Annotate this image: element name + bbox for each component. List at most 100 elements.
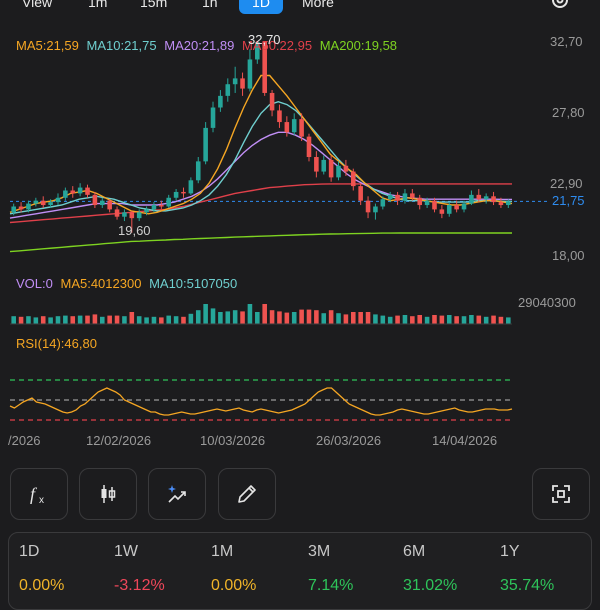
candle-body bbox=[114, 209, 120, 217]
fullscreen-button[interactable] bbox=[532, 468, 590, 520]
fullscreen-icon bbox=[552, 485, 570, 503]
candle-body bbox=[188, 180, 194, 194]
volume-bar bbox=[85, 315, 90, 324]
candle-body bbox=[129, 212, 135, 219]
volume-bar bbox=[417, 315, 423, 324]
candle-body bbox=[417, 197, 423, 206]
price-axis-label: 18,00 bbox=[552, 248, 585, 263]
price-chart[interactable] bbox=[0, 0, 600, 460]
volume-legend: VOL:0 MA5:4012300 MA10:5107050 bbox=[16, 276, 237, 291]
volume-bar bbox=[159, 317, 164, 324]
candle-body bbox=[218, 95, 223, 108]
performance-value: 35.74% bbox=[500, 577, 555, 594]
performance-cell[interactable]: 1Y 35.74% bbox=[494, 533, 591, 609]
draw-button[interactable] bbox=[218, 468, 276, 520]
performance-period: 1M bbox=[211, 543, 234, 560]
volume-bar bbox=[328, 310, 334, 324]
candle-body bbox=[40, 200, 46, 206]
candle-body bbox=[70, 190, 76, 194]
ai-analysis-button[interactable] bbox=[148, 468, 206, 520]
volume-bar bbox=[402, 315, 408, 324]
volume-bar bbox=[432, 315, 437, 324]
candle-body bbox=[469, 194, 474, 204]
ma20-legend: MA20:21,89 bbox=[164, 38, 235, 53]
candle-body bbox=[225, 84, 231, 96]
candle-body bbox=[373, 206, 378, 213]
volume-bar bbox=[114, 315, 120, 324]
volume-bar bbox=[225, 311, 231, 324]
volume-bar bbox=[498, 316, 504, 324]
price-axis-label: 27,80 bbox=[552, 105, 585, 120]
candle-body bbox=[18, 206, 24, 210]
tab-view[interactable]: View bbox=[22, 0, 53, 10]
volume-bar bbox=[218, 312, 223, 324]
candle-body bbox=[446, 205, 452, 214]
volume-bar bbox=[454, 316, 459, 324]
candle-body bbox=[55, 197, 61, 203]
price-axis-label: 22,90 bbox=[550, 176, 583, 191]
candle-body bbox=[277, 110, 282, 123]
candle-body bbox=[402, 193, 408, 201]
tab-15m[interactable]: 15m bbox=[140, 0, 168, 10]
candle-body bbox=[306, 136, 312, 158]
candle-body bbox=[483, 196, 489, 200]
performance-value: 0.00% bbox=[19, 577, 65, 594]
indicators-button[interactable]: f x bbox=[10, 468, 68, 520]
candle-body bbox=[262, 42, 267, 93]
volume-bar bbox=[70, 316, 76, 324]
volume-bar bbox=[506, 317, 511, 324]
candle-body bbox=[395, 194, 400, 201]
volume-bar bbox=[107, 315, 112, 324]
volume-bar bbox=[151, 316, 157, 324]
tab-1m[interactable]: 1m bbox=[88, 0, 108, 10]
performance-cell[interactable]: 3M 7.14% bbox=[300, 533, 397, 609]
ma200-legend: MA200:19,58 bbox=[319, 38, 398, 53]
volume-bar bbox=[195, 310, 201, 324]
ma5-legend: MA5:21,59 bbox=[16, 38, 79, 53]
low-price-label: 19,60 bbox=[118, 223, 151, 238]
volume-bar bbox=[63, 315, 68, 324]
date-label: 12/02/2026 bbox=[86, 433, 152, 448]
vol-ma5-legend: MA5:4012300 bbox=[60, 276, 142, 291]
candle-body bbox=[151, 205, 157, 210]
candle-body bbox=[284, 122, 290, 133]
ma10-legend: MA10:21,75 bbox=[86, 38, 157, 53]
volume-bar bbox=[18, 316, 24, 324]
volume-bar bbox=[380, 315, 386, 324]
chart-type-button[interactable] bbox=[79, 468, 137, 520]
tab-more[interactable]: More bbox=[302, 0, 334, 10]
performance-cell[interactable]: 1M 0.00% bbox=[203, 533, 300, 609]
tab-1d[interactable]: 1D bbox=[239, 0, 283, 14]
volume-bar bbox=[373, 314, 378, 324]
candle-body bbox=[314, 157, 319, 172]
timeframe-tabs: View 1m 15m 1h 1D More bbox=[0, 0, 600, 14]
candle-body bbox=[299, 119, 304, 137]
ma10-line bbox=[9, 100, 512, 215]
volume-bar bbox=[476, 315, 482, 324]
date-label: /2026 bbox=[8, 433, 41, 448]
volume-bar bbox=[129, 312, 135, 324]
performance-cell[interactable]: 6M 31.02% bbox=[397, 533, 494, 609]
volume-bar bbox=[491, 315, 496, 324]
candle-body bbox=[491, 196, 496, 203]
gear-icon[interactable] bbox=[548, 0, 572, 12]
candle-body bbox=[328, 159, 334, 178]
volume-bar bbox=[166, 315, 172, 324]
candle-body bbox=[173, 191, 179, 198]
volume-bar bbox=[291, 312, 297, 324]
candlestick-icon bbox=[101, 485, 116, 503]
candle-body bbox=[424, 200, 430, 206]
volume-bar bbox=[343, 314, 349, 324]
performance-cell[interactable]: 1W -3.12% bbox=[106, 533, 203, 609]
performance-cell[interactable]: 1D 0.00% bbox=[9, 533, 106, 609]
ma-legend: MA5:21,59 MA10:21,75 MA20:21,89 MA50:22,… bbox=[16, 38, 397, 53]
candle-body bbox=[350, 171, 356, 187]
volume-bar bbox=[255, 312, 260, 324]
date-label: 26/03/2026 bbox=[316, 433, 382, 448]
candle-body bbox=[92, 194, 98, 206]
ma200-line bbox=[9, 232, 512, 253]
candle-body bbox=[33, 200, 39, 204]
volume-bar bbox=[11, 316, 16, 324]
candle-body bbox=[11, 206, 16, 213]
tab-1h[interactable]: 1h bbox=[202, 0, 218, 10]
